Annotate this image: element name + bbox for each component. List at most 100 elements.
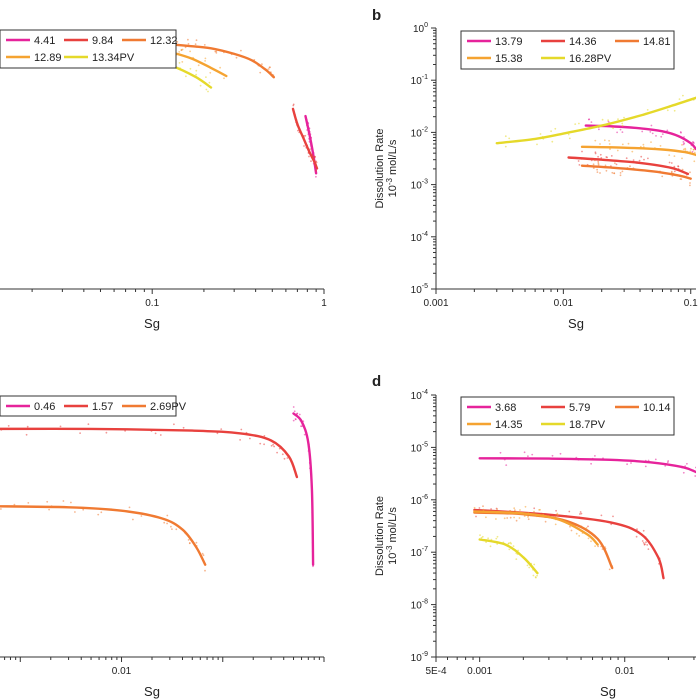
scatter-point: [170, 525, 172, 528]
scatter-point: [482, 505, 484, 508]
scatter-point: [59, 425, 62, 428]
scatter-point: [695, 466, 696, 469]
scatter-point: [207, 90, 209, 93]
scatter-point: [526, 564, 529, 567]
scatter-point: [503, 517, 506, 520]
series-line-15.38: [580, 145, 696, 157]
scatter-point: [283, 457, 286, 460]
panel-c: 0.01 Sg 0.46 1.57 2.69PV: [0, 395, 325, 699]
scatter-point: [25, 433, 28, 436]
scatter-point: [509, 509, 511, 512]
scatter-point: [581, 150, 583, 153]
scatter-point: [556, 514, 559, 516]
legend-label: 15.38: [495, 53, 523, 65]
scatter-point: [689, 182, 691, 184]
scatter-point: [578, 535, 581, 537]
scatter-point: [551, 140, 554, 143]
scatter-point: [597, 545, 599, 548]
scatter-point: [605, 169, 608, 172]
scatter-point: [554, 523, 557, 526]
scatter-point: [504, 145, 507, 148]
scatter-point: [292, 406, 295, 408]
scatter-point: [686, 462, 688, 465]
scatter-point: [215, 50, 218, 53]
scatter-point: [585, 527, 588, 529]
scatter-point: [608, 568, 611, 571]
panel-label-d: d: [372, 373, 381, 390]
scatter-point: [673, 170, 676, 173]
scatter-point: [267, 68, 270, 70]
scatter-point: [297, 129, 299, 132]
scatter-point: [631, 150, 634, 153]
scatter-point: [601, 118, 604, 121]
scatter-point: [621, 131, 624, 134]
y-tick-label: 10-3: [411, 179, 428, 192]
scatter-point: [594, 139, 597, 142]
scatter-point: [527, 455, 529, 458]
legend-label: 18.7PV: [569, 419, 606, 431]
scatter-point: [645, 541, 647, 544]
scatter-point: [668, 161, 671, 164]
scatter-point: [578, 122, 580, 125]
scatter-point: [619, 128, 622, 131]
scatter-point: [508, 137, 511, 140]
series-line-9.84: [291, 107, 319, 170]
scatter-point: [673, 165, 676, 168]
scatter-point: [204, 60, 207, 62]
scatter-point: [519, 509, 521, 511]
scatter-point: [604, 164, 607, 167]
scatter-point: [594, 455, 596, 457]
scatter-point: [514, 509, 516, 512]
scatter-point: [575, 532, 578, 535]
scatter-point: [616, 131, 618, 134]
legend: 13.79 14.36 14.81 15.38 16.28PV: [460, 30, 675, 70]
plot-area: [473, 451, 696, 580]
y-tick-label: 10-7: [411, 546, 428, 559]
scatter-point: [499, 451, 502, 454]
scatter-point: [694, 475, 696, 477]
y-tick-label: 10-5: [411, 441, 428, 454]
y-tick-label: 10-2: [411, 126, 428, 139]
scatter-point: [128, 506, 131, 509]
scatter-point: [635, 535, 638, 538]
scatter-point: [682, 148, 685, 151]
scatter-point: [598, 128, 600, 131]
scatter-point: [105, 431, 108, 434]
scatter-point: [599, 172, 601, 174]
scatter-point: [569, 525, 571, 528]
panel-a: 0.1 1 Sg 4.41 9.84 12.32 12.89 13.34PV: [0, 29, 327, 331]
scatter-point: [616, 149, 619, 152]
scatter-point: [303, 145, 305, 147]
scatter-point: [524, 505, 527, 508]
scatter-point: [259, 71, 262, 74]
scatter-point: [263, 443, 265, 446]
scatter-point: [587, 525, 589, 528]
series-line-12.32: [164, 42, 275, 79]
scatter-point: [607, 120, 610, 123]
x-axis-label: Sg: [600, 684, 616, 699]
scatter-point: [298, 413, 301, 416]
y-tick-label: 10-6: [411, 494, 428, 507]
scatter-point: [507, 542, 510, 545]
scatter-point: [513, 507, 516, 510]
legend-label: 2.69PV: [150, 401, 187, 413]
scatter-point: [195, 73, 198, 76]
scatter-point: [505, 464, 508, 466]
scatter-point: [599, 153, 602, 156]
x-axis-label: Sg: [568, 316, 584, 331]
scatter-point: [259, 442, 262, 445]
scatter-point: [532, 574, 535, 577]
scatter-point: [682, 143, 685, 146]
scatter-point: [314, 155, 316, 158]
legend-label: 9.84: [92, 35, 113, 47]
scatter-point: [79, 432, 81, 434]
scatter-point: [100, 511, 103, 514]
scatter-point: [166, 522, 169, 525]
scatter-point: [240, 49, 242, 52]
scatter-point: [644, 465, 647, 468]
scatter-point: [650, 141, 652, 144]
scatter-point: [600, 157, 603, 159]
scatter-point: [171, 528, 173, 530]
scatter-point: [223, 77, 225, 80]
